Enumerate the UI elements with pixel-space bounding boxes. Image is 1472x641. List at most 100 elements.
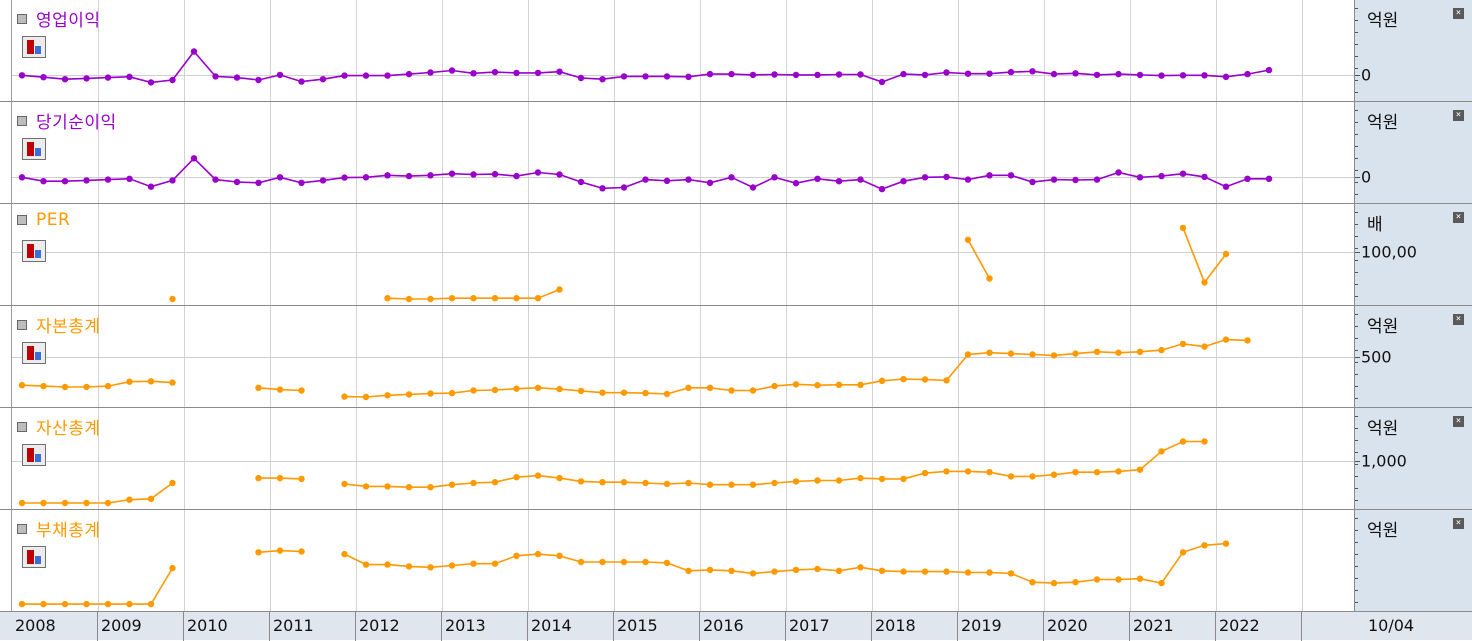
data-point[interactable] <box>448 562 456 569</box>
data-point[interactable] <box>685 567 692 574</box>
chart-toggle-icon[interactable] <box>22 36 46 58</box>
data-point[interactable] <box>921 71 929 79</box>
data-point[interactable] <box>1136 71 1144 79</box>
data-point[interactable] <box>556 552 563 559</box>
data-point[interactable] <box>491 68 499 76</box>
data-point[interactable] <box>964 351 972 358</box>
data-point[interactable] <box>470 387 477 394</box>
data-point[interactable] <box>1007 473 1015 480</box>
data-point[interactable] <box>298 179 305 186</box>
data-point[interactable] <box>427 484 434 491</box>
data-point[interactable] <box>40 499 47 507</box>
data-point[interactable] <box>620 184 628 191</box>
data-point[interactable] <box>620 558 628 566</box>
data-point[interactable] <box>448 389 456 397</box>
data-point[interactable] <box>169 295 176 303</box>
data-point[interactable] <box>40 74 47 81</box>
data-point[interactable] <box>943 377 950 384</box>
data-point[interactable] <box>470 70 477 77</box>
data-point[interactable] <box>964 236 972 243</box>
close-icon[interactable]: × <box>1453 8 1464 19</box>
data-point[interactable] <box>1222 336 1230 343</box>
data-point[interactable] <box>276 386 284 393</box>
data-point[interactable] <box>835 477 843 484</box>
data-point[interactable] <box>104 382 112 390</box>
close-icon[interactable]: × <box>1453 110 1464 121</box>
data-point[interactable] <box>814 175 821 182</box>
data-point[interactable] <box>835 71 843 78</box>
data-point[interactable] <box>362 393 370 401</box>
data-point[interactable] <box>40 600 47 608</box>
data-point[interactable] <box>212 73 219 80</box>
data-point[interactable] <box>470 295 477 302</box>
data-point[interactable] <box>104 600 112 608</box>
data-point[interactable] <box>83 499 90 507</box>
data-point[interactable] <box>384 561 391 568</box>
data-point[interactable] <box>126 175 133 182</box>
data-point[interactable] <box>1029 68 1036 75</box>
data-point[interactable] <box>405 391 413 398</box>
data-point[interactable] <box>728 70 735 78</box>
data-point[interactable] <box>534 69 542 77</box>
data-point[interactable] <box>1136 174 1144 181</box>
data-point[interactable] <box>986 70 993 77</box>
data-point[interactable] <box>1115 349 1122 356</box>
series-legend[interactable]: 자산총계 <box>17 414 101 439</box>
plot-area[interactable] <box>12 204 1354 305</box>
data-point[interactable] <box>1093 348 1101 355</box>
data-point[interactable] <box>104 74 112 81</box>
data-point[interactable] <box>126 73 133 81</box>
data-point[interactable] <box>728 174 735 181</box>
data-point[interactable] <box>814 382 821 389</box>
data-point[interactable] <box>470 171 477 178</box>
data-point[interactable] <box>771 71 778 78</box>
data-point[interactable] <box>1072 579 1079 586</box>
data-point[interactable] <box>61 76 69 83</box>
data-point[interactable] <box>749 184 757 191</box>
data-point[interactable] <box>83 177 90 184</box>
data-point[interactable] <box>943 69 950 76</box>
data-point[interactable] <box>1201 173 1208 181</box>
data-point[interactable] <box>792 381 800 388</box>
data-point[interactable] <box>900 475 907 483</box>
data-point[interactable] <box>61 600 69 608</box>
chart-toggle-icon[interactable] <box>22 240 46 262</box>
data-point[interactable] <box>534 472 542 479</box>
data-point[interactable] <box>427 295 434 303</box>
data-point[interactable] <box>83 383 90 391</box>
data-point[interactable] <box>749 570 757 577</box>
data-point[interactable] <box>18 600 26 608</box>
data-point[interactable] <box>1201 343 1208 350</box>
data-point[interactable] <box>1222 73 1230 81</box>
data-point[interactable] <box>685 479 692 487</box>
data-point[interactable] <box>190 155 198 162</box>
close-icon[interactable]: × <box>1453 416 1464 427</box>
close-icon[interactable]: × <box>1453 212 1464 223</box>
data-point[interactable] <box>255 179 262 186</box>
data-point[interactable] <box>470 560 477 567</box>
data-point[interactable] <box>921 469 929 477</box>
data-point[interactable] <box>900 178 907 185</box>
data-point[interactable] <box>1158 448 1165 455</box>
data-point[interactable] <box>943 173 950 181</box>
data-point[interactable] <box>577 74 585 82</box>
data-point[interactable] <box>491 560 499 567</box>
data-point[interactable] <box>61 178 69 185</box>
data-point[interactable] <box>749 387 757 394</box>
data-point[interactable] <box>1265 175 1273 182</box>
data-point[interactable] <box>341 480 348 488</box>
data-point[interactable] <box>835 178 843 185</box>
series-legend[interactable]: 자본총계 <box>17 312 101 337</box>
data-point[interactable] <box>1050 176 1058 183</box>
data-point[interactable] <box>749 481 757 488</box>
data-point[interactable] <box>620 73 628 80</box>
data-point[interactable] <box>513 172 520 180</box>
data-point[interactable] <box>1201 542 1208 549</box>
data-point[interactable] <box>1115 468 1122 475</box>
data-point[interactable] <box>577 387 585 395</box>
data-point[interactable] <box>384 172 391 179</box>
data-point[interactable] <box>18 72 26 79</box>
data-point[interactable] <box>577 178 585 186</box>
data-point[interactable] <box>83 75 90 82</box>
plot-area[interactable] <box>12 408 1354 509</box>
